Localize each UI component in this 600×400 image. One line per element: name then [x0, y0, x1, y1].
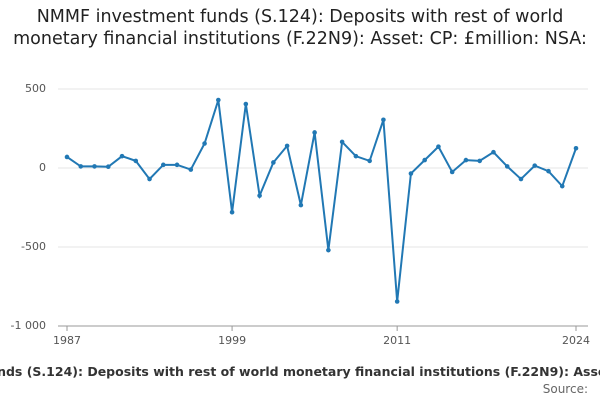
data-point	[532, 163, 538, 168]
footer-title: NMMF investment funds (S.124): Deposits …	[0, 364, 600, 379]
data-point	[518, 176, 524, 182]
data-point	[160, 162, 166, 168]
data-point	[546, 168, 551, 174]
data-point	[284, 143, 290, 149]
data-point	[381, 117, 386, 123]
data-point	[216, 97, 221, 103]
data-point	[436, 144, 441, 149]
data-point	[477, 158, 483, 164]
y-tick-label: -500	[21, 240, 46, 253]
data-point	[422, 157, 427, 163]
data-point	[78, 164, 84, 169]
data-point	[257, 193, 262, 198]
data-point	[174, 162, 180, 168]
data-point	[367, 158, 372, 164]
data-point	[298, 202, 304, 208]
data-point	[491, 149, 496, 155]
x-tick-label: 1999	[218, 334, 246, 347]
data-point	[64, 154, 70, 160]
data-line	[66, 99, 577, 302]
data-point	[326, 247, 331, 253]
data-point	[147, 176, 152, 182]
data-point	[339, 139, 345, 145]
data-point	[504, 164, 510, 169]
data-point	[133, 158, 139, 164]
data-point	[92, 164, 97, 169]
data-point	[353, 153, 359, 159]
data-point	[408, 171, 414, 176]
x-tick-label: 2011	[383, 334, 411, 347]
data-point	[188, 167, 194, 172]
chart-title: NMMF investment funds (S.124): Deposits …	[13, 7, 587, 49]
data-point	[271, 160, 276, 165]
data-point	[312, 130, 317, 135]
data-point	[105, 164, 111, 170]
source: Source:	[542, 382, 588, 396]
x-tick-label: 1987	[53, 334, 81, 347]
data-point	[559, 183, 565, 189]
data-point	[463, 157, 469, 163]
chart: -1 000 -500 0 500 1987 1999 2011 2024	[11, 82, 590, 347]
data-point	[229, 209, 235, 215]
data-point	[202, 141, 207, 146]
y-tick-label: 0	[39, 161, 46, 174]
data-point	[573, 145, 579, 151]
x-tick-label: 2024	[562, 334, 590, 347]
y-tick-label: -1 000	[11, 319, 46, 332]
data-point	[243, 101, 249, 107]
y-tick-label: 500	[25, 82, 46, 95]
data-point	[119, 153, 125, 159]
data-point	[449, 169, 455, 175]
data-point	[394, 299, 400, 304]
